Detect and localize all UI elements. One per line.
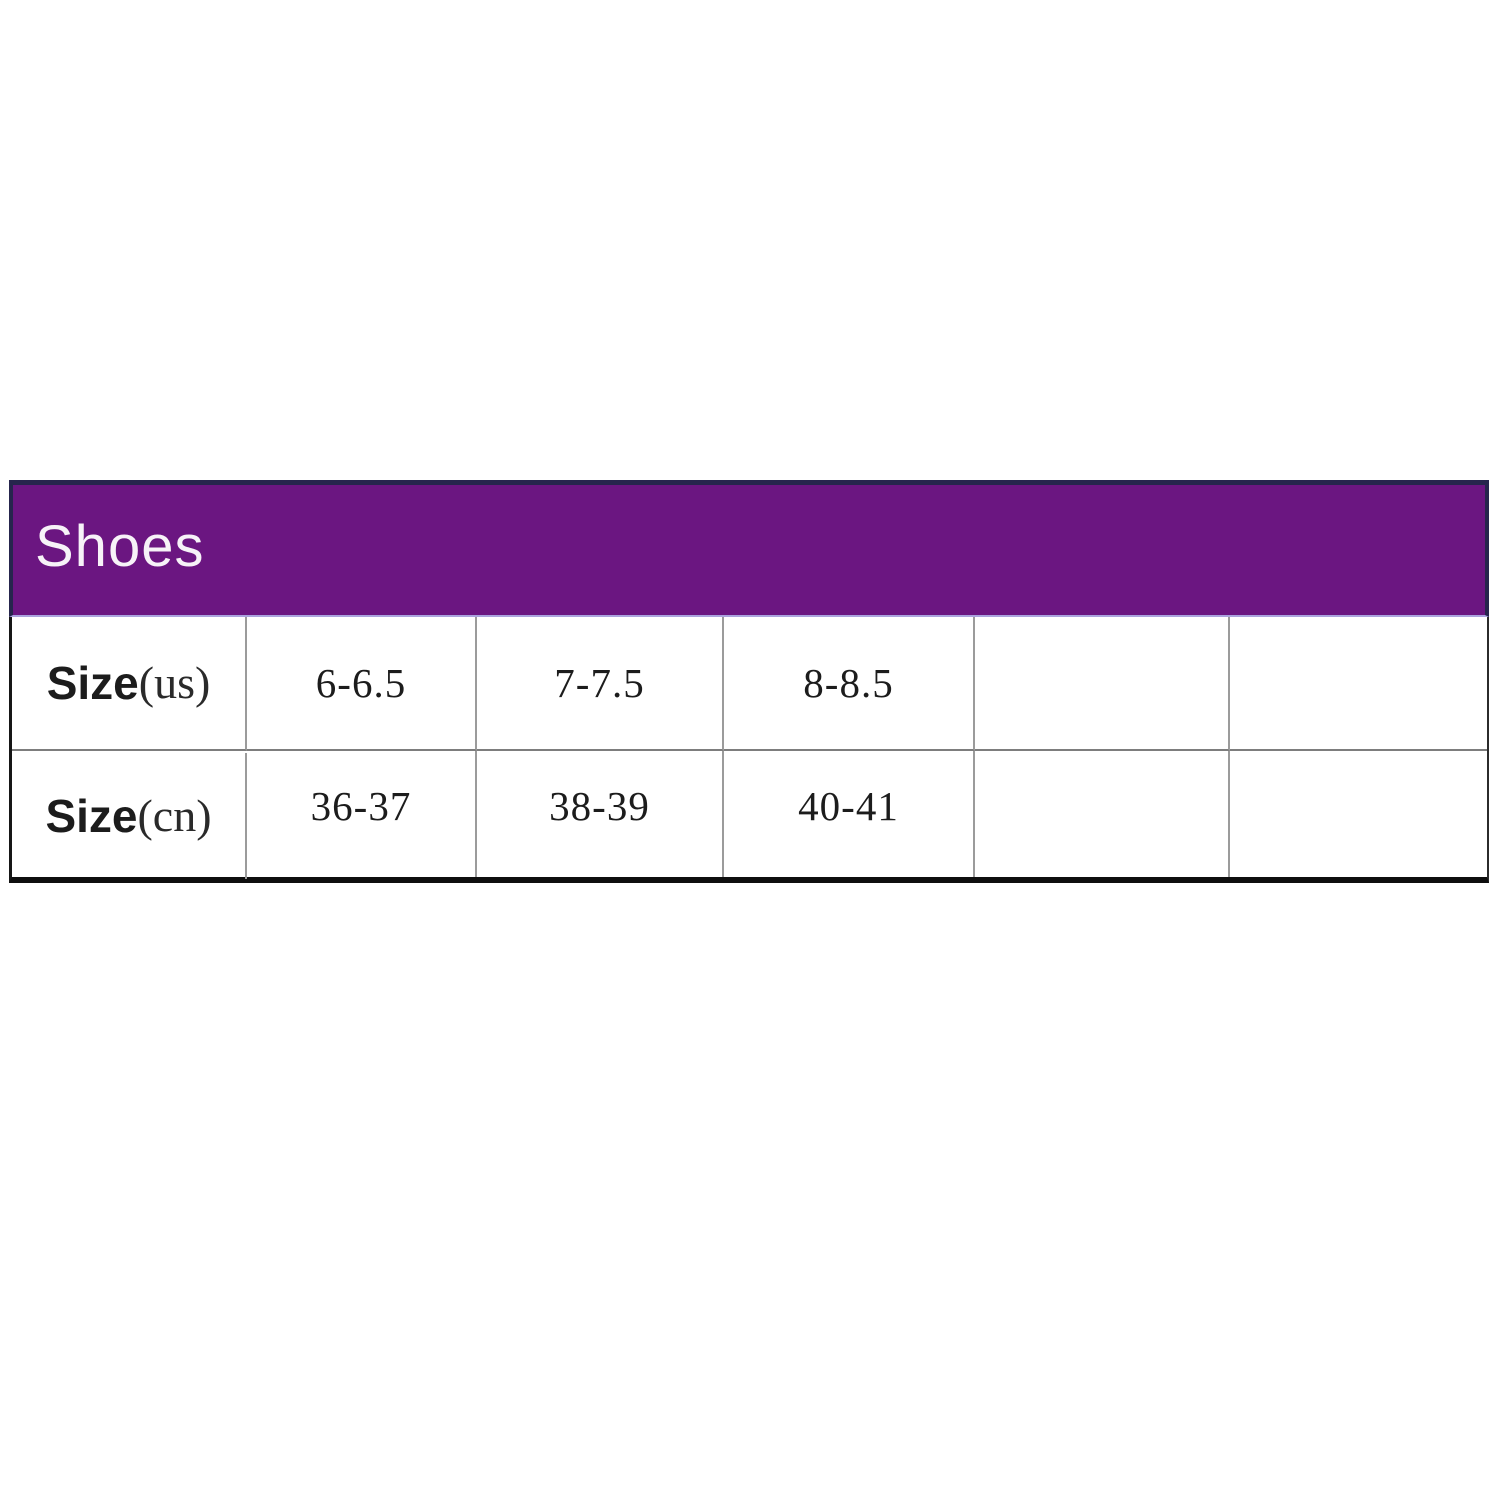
size-cell-cn-5-empty bbox=[1230, 751, 1487, 877]
row-label-paren: (cn) bbox=[137, 790, 212, 841]
size-cell-cn-1: 36-37 bbox=[247, 751, 477, 877]
size-cell-cn-2: 38-39 bbox=[477, 751, 724, 877]
size-value: 40-41 bbox=[798, 782, 899, 829]
table-body: Size (us) 6-6.5 7-7.5 8-8.5 Size (cn) bbox=[9, 617, 1489, 883]
row-label-size-cn: Size (cn) bbox=[12, 753, 247, 879]
size-value: 8-8.5 bbox=[803, 659, 894, 706]
size-cell-us-2: 7-7.5 bbox=[477, 617, 724, 751]
row-label-paren: (us) bbox=[138, 657, 211, 708]
size-cell-cn-3: 40-41 bbox=[724, 751, 975, 877]
table-title: Shoes bbox=[35, 514, 205, 579]
size-value: 38-39 bbox=[549, 782, 650, 829]
size-value: 7-7.5 bbox=[554, 659, 645, 706]
size-cell-us-4-empty bbox=[975, 617, 1230, 751]
row-label-main: Size bbox=[46, 657, 139, 709]
size-cell-cn-4-empty bbox=[975, 751, 1230, 877]
row-label-size-us: Size (us) bbox=[12, 617, 247, 751]
size-cell-us-5-empty bbox=[1230, 617, 1487, 751]
size-cell-us-1: 6-6.5 bbox=[247, 617, 477, 751]
row-label-main: Size bbox=[45, 790, 138, 842]
table-title-bar: Shoes bbox=[9, 480, 1489, 617]
size-chart-table: Shoes Size (us) 6-6.5 7-7.5 8-8.5 bbox=[9, 480, 1489, 883]
size-value: 6-6.5 bbox=[315, 659, 407, 706]
size-cell-us-3: 8-8.5 bbox=[724, 617, 975, 751]
size-value: 36-37 bbox=[310, 782, 412, 829]
